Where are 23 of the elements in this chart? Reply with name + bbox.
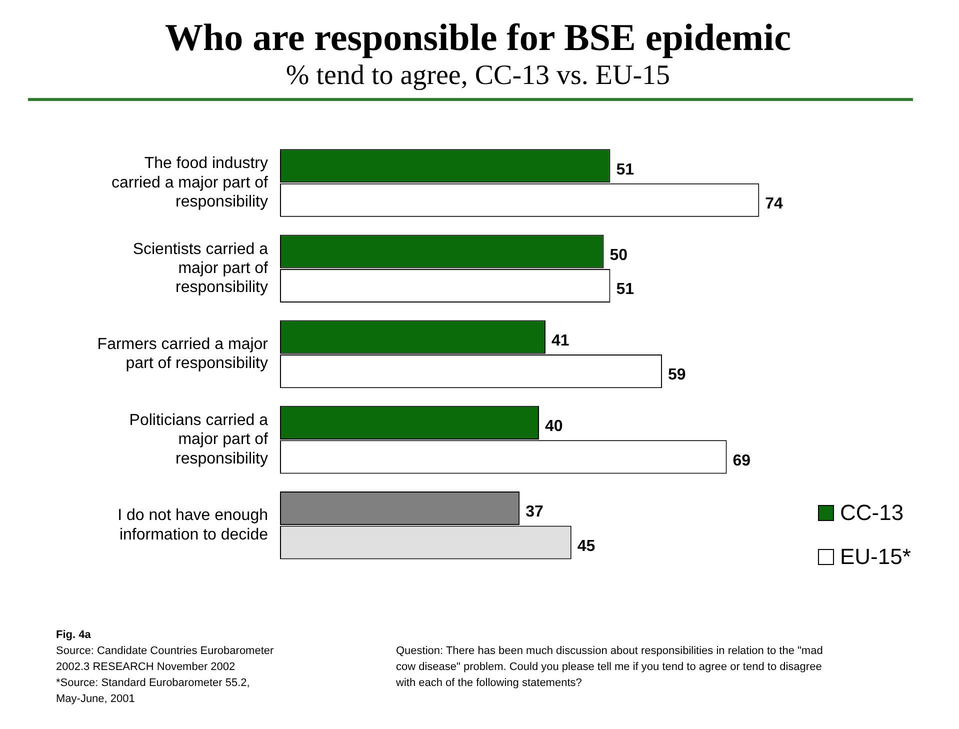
y-tick-label: The food industry carried a major part of responsibility [111, 155, 269, 211]
data-label: 51 [616, 281, 634, 298]
data-label: 50 [610, 246, 628, 264]
y-tick-label: I do not have enough information to decide [118, 507, 268, 544]
text: *Source: Standard Eurobarometer 55.2, May-June, 2001 [56, 676, 251, 707]
chart-title: Who are responsible for BSE epidemic [164, 16, 792, 60]
data-label: 37 [526, 504, 544, 521]
data-label: 51 [616, 161, 634, 178]
data-label: 59 [668, 366, 686, 384]
chart-subtitle: % tend to agree, CC-13 vs. EU-15 [284, 60, 672, 92]
data-label: 40 [545, 418, 563, 436]
source-note: Source: Candidate Countries Eurobarometer 2002.3 RESEARCH November 2002 [56, 644, 275, 675]
legend-label: CC-13 [840, 499, 904, 527]
text: EU-15* [840, 543, 911, 571]
data-label: 69 [732, 452, 751, 470]
y-tick-label: Farmers carried a major part of responsibility [97, 336, 269, 372]
data-label: 41 [551, 332, 570, 350]
text: Question: There has been much discussion about responsibilities in relation to the "mad cow disease" problem. Could you please tell me if you tend to agree or tend to disagree with each of the following statements? [396, 644, 824, 691]
y-tick-label: Scientists carried a major part of responsibility [132, 240, 269, 296]
data-label: 45 [577, 538, 596, 555]
caption: Fig. 4a [56, 628, 92, 643]
y-tick-label: Politicians carried a major part of responsibility [129, 412, 269, 468]
data-label: 74 [765, 196, 784, 213]
